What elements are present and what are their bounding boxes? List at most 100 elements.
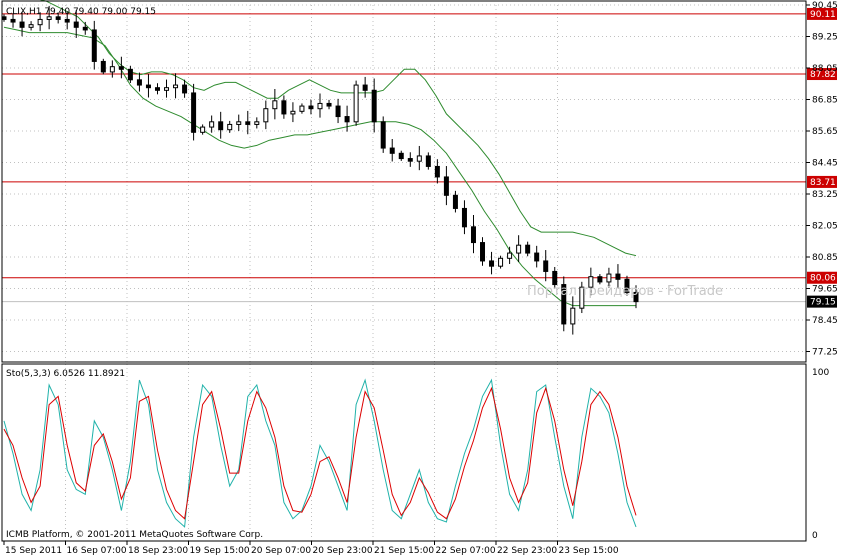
candle-body xyxy=(398,152,404,160)
watermark: Портал трейдеров - ForTrade xyxy=(527,284,723,299)
copyright-text: ICMB Platform, © 2001-2011 MetaQuotes So… xyxy=(6,530,263,540)
candle-body xyxy=(480,242,486,262)
grid xyxy=(2,4,806,541)
candle-body xyxy=(615,273,621,280)
bollinger-bands xyxy=(3,0,637,307)
y-tick-label: 83.25 xyxy=(812,190,838,200)
candle-body xyxy=(461,207,467,228)
candle-body xyxy=(236,121,242,125)
horizontal-levels[interactable]: 90.11 87.82 83.71 80.06 79.15 xyxy=(2,7,837,308)
candle-body xyxy=(380,121,386,149)
candle-body xyxy=(389,147,395,154)
x-tick-label: 21 Sep 15:00 xyxy=(374,546,434,556)
candle-body xyxy=(624,278,630,293)
candle-body xyxy=(534,252,540,262)
candle-body xyxy=(254,121,260,125)
y-tick-label: 84.45 xyxy=(812,159,838,169)
stochastic-panel xyxy=(3,378,637,528)
candle-body xyxy=(470,226,476,244)
level-price-label: 87.82 xyxy=(810,70,836,80)
stochastic-main-line xyxy=(3,378,637,528)
candle-body xyxy=(46,16,52,20)
candle-body xyxy=(19,21,25,28)
x-tick-label: 18 Sep 23:00 xyxy=(128,546,188,556)
candle-body xyxy=(416,155,422,162)
x-tick-label: 23 Sep 15:00 xyxy=(559,546,619,556)
candle-body xyxy=(588,276,594,288)
candle-body xyxy=(109,66,115,73)
candle-body xyxy=(425,155,431,167)
candle-body xyxy=(552,270,558,286)
candle-body xyxy=(227,123,233,131)
candle-body xyxy=(290,110,296,115)
candles xyxy=(1,5,639,335)
candle-body xyxy=(489,260,495,267)
level-price-label: 80.06 xyxy=(810,274,836,284)
x-tick-label: 22 Sep 23:00 xyxy=(497,546,557,556)
candle-body xyxy=(633,291,639,303)
candle-body xyxy=(136,79,142,86)
candle-body xyxy=(561,284,567,325)
candle-body xyxy=(182,84,188,94)
candle-body xyxy=(91,29,97,62)
oscillator-title: Sto(5,3,3) 6.0526 11.8921 xyxy=(6,369,125,379)
osc-tick-label: 100 xyxy=(812,368,829,378)
x-tick-label: 22 Sep 07:00 xyxy=(436,546,496,556)
candle-body xyxy=(326,102,332,107)
y-tick-label: 88.05 xyxy=(812,64,838,74)
level-price-tag xyxy=(807,175,837,188)
candle-body xyxy=(507,252,513,259)
candle-body xyxy=(64,18,70,23)
candle-body xyxy=(308,105,314,110)
candle-body xyxy=(525,244,531,254)
candle-body xyxy=(55,16,61,20)
candle-body xyxy=(218,121,224,131)
candle-body xyxy=(443,176,449,196)
bollinger-lower-line xyxy=(3,26,636,307)
y-tick-label: 80.85 xyxy=(812,253,838,263)
y-tick-label: 78.45 xyxy=(812,316,838,326)
current-price-tag xyxy=(807,295,837,308)
x-tick-label: 19 Sep 15:00 xyxy=(190,546,250,556)
candle-body xyxy=(597,276,603,283)
candle-body xyxy=(516,244,522,254)
candle-body xyxy=(1,16,7,20)
stochastic-signal-line xyxy=(3,386,637,520)
x-tick-label: 15 Sep 2011 xyxy=(5,546,62,556)
candle-body xyxy=(100,60,106,73)
candle-body xyxy=(73,21,79,28)
x-tick-label: 20 Sep 23:00 xyxy=(313,546,373,556)
candle-body xyxy=(434,165,440,178)
x-tick-label: 16 Sep 07:00 xyxy=(67,546,127,556)
candle-body xyxy=(263,108,269,123)
candle-body xyxy=(335,105,341,118)
candle-body xyxy=(299,105,305,112)
candle-body xyxy=(371,89,377,123)
current-price-label: 79.15 xyxy=(810,298,836,308)
candle-body xyxy=(452,194,458,209)
candle-body xyxy=(191,92,197,133)
candle-body xyxy=(498,257,504,267)
x-tick-label: 20 Sep 07:00 xyxy=(251,546,311,556)
candle-body xyxy=(272,100,278,110)
candle-body xyxy=(10,18,16,23)
y-tick-label: 89.25 xyxy=(812,33,838,43)
candle-body xyxy=(579,286,585,309)
level-price-tag xyxy=(807,7,837,20)
y-tick-label: 86.85 xyxy=(812,96,838,106)
candle-body xyxy=(543,260,549,272)
candle-body xyxy=(173,84,179,89)
candle-body xyxy=(606,273,612,283)
time-axis: 15 Sep 2011 16 Sep 07:00 18 Sep 23:00 19 Se… xyxy=(3,541,619,556)
candle-body xyxy=(209,121,215,128)
candle-body xyxy=(407,158,413,162)
bollinger-upper-line xyxy=(39,0,637,257)
y-tick-label: 82.05 xyxy=(812,222,838,232)
candle-body xyxy=(570,307,576,325)
price-chart-title: CLIX,H1 79.40 79.40 79.00 79.15 xyxy=(6,7,156,17)
y-tick-label: 77.25 xyxy=(812,348,838,358)
candle-body xyxy=(353,84,359,123)
frame xyxy=(1,0,807,542)
price-panel-border xyxy=(1,0,807,363)
